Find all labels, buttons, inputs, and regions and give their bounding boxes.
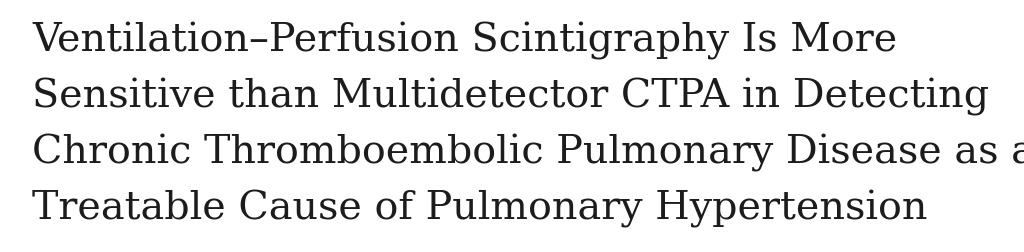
Text: Chronic Thromboembolic Pulmonary Disease as a: Chronic Thromboembolic Pulmonary Disease… [32,134,1024,171]
Text: Ventilation–Perfusion Scintigraphy Is More: Ventilation–Perfusion Scintigraphy Is Mo… [32,22,897,60]
Text: Treatable Cause of Pulmonary Hypertension: Treatable Cause of Pulmonary Hypertensio… [32,189,928,227]
Text: Sensitive than Multidetector CTPA in Detecting: Sensitive than Multidetector CTPA in Det… [32,78,989,115]
